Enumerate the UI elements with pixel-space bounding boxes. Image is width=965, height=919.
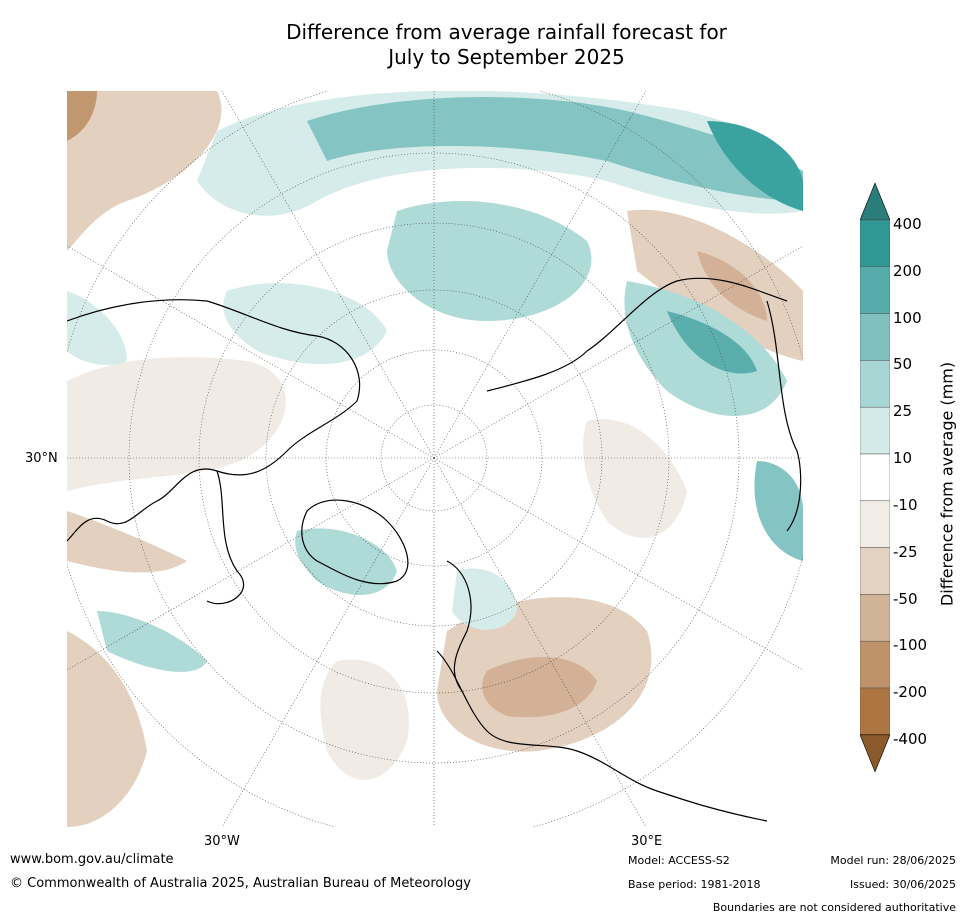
colorbar-segment (860, 453, 890, 502)
footer-copyright: © Commonwealth of Australia 2025, Austra… (10, 876, 471, 891)
dry-region-pacific (67, 357, 286, 491)
wet-region-siberia-core (667, 311, 757, 374)
wet-region-arctic-atlantic (387, 201, 592, 321)
dry-region-russia (583, 419, 687, 538)
colorbar-tick-neg25: -25 (893, 543, 918, 561)
title-line-1: Difference from average rainfall forecas… (286, 20, 727, 44)
footer-disclaimer: Boundaries are not considered authoritat… (712, 901, 956, 914)
wet-region-alaska (67, 291, 127, 366)
wet-region-greenland (295, 528, 397, 595)
colorbar-tick-400: 400 (893, 215, 922, 233)
colorbar-segment (860, 594, 890, 642)
colorbar-axis-label: Difference from average (mm) (937, 361, 957, 607)
colorbar-tick-50: 50 (893, 355, 913, 373)
colorbar (860, 182, 890, 773)
coastline-scandinavia (446, 560, 472, 692)
footer-model-run: Model run: 28/06/2025 (830, 854, 956, 867)
dry-region-pacific-2 (67, 511, 187, 573)
colorbar-segment (860, 640, 890, 689)
footer-issued: Issued: 30/06/2025 (849, 878, 956, 891)
wet-anomaly-regions (67, 91, 803, 672)
footer-url[interactable]: www.bom.gov.au/climate (10, 852, 174, 867)
coastline-hudson-bay (206, 470, 245, 605)
dry-region-nw-core (67, 91, 97, 141)
dry-region-asia-core (697, 251, 767, 321)
dry-region-nw-corner (67, 91, 222, 251)
coastline-europe (436, 650, 768, 822)
meridian-30e (433, 457, 647, 827)
colorbar-segment (860, 313, 890, 361)
longitude-gridlines (67, 91, 803, 827)
dry-region-atlantic (320, 659, 409, 780)
wet-region-east-asia (754, 461, 803, 561)
colorbar-segment (860, 406, 890, 455)
dry-region-europe-core (482, 657, 597, 718)
title-line-2: July to September 2025 (388, 45, 625, 69)
dry-anomaly-regions (67, 91, 803, 827)
coastlines (67, 277, 802, 822)
map-svg (67, 91, 803, 827)
coastline-greenland (301, 499, 409, 585)
colorbar-tick-100: 100 (893, 309, 922, 327)
colorbar-segment (860, 360, 890, 408)
wet-region-pacific (97, 611, 207, 672)
wet-region-scandinavia (452, 568, 517, 630)
dry-region-sw (67, 631, 147, 827)
wet-region-north-belt-2 (307, 97, 803, 201)
colorbar-tick-neg10: -10 (893, 496, 918, 514)
lat-label-30n: 30°N (25, 451, 58, 466)
colorbar-tick-200: 200 (893, 262, 922, 280)
colorbar-segment (860, 266, 890, 314)
colorbar-segment (860, 687, 890, 736)
coastline-east-asia (766, 300, 802, 532)
colorbar-segment (860, 219, 890, 268)
colorbar-tick-neg400: -400 (893, 730, 928, 748)
lat-circle-40 (128, 152, 740, 764)
colorbar-tick-neg100: -100 (893, 636, 928, 654)
lon-label-30w: 30°W (204, 834, 240, 849)
colorbar-extend-top (860, 182, 890, 221)
footer-model: Model: ACCESS-S2 (628, 854, 730, 867)
lat-circle-80 (380, 404, 488, 512)
footer-base-period: Base period: 1981-2018 (628, 878, 761, 891)
colorbar-tick-neg200: -200 (893, 683, 928, 701)
colorbar-extend-bottom (860, 734, 890, 773)
meridian-120e (433, 245, 803, 459)
colorbar-tick-10: 10 (893, 449, 913, 467)
colorbar-tick-25: 25 (893, 402, 913, 420)
colorbar-segment (860, 500, 890, 548)
meridian-30w (221, 457, 435, 827)
colorbar-tick-neg50: -50 (893, 590, 918, 608)
coastline-north-america (67, 299, 361, 542)
wet-region-northeast-core (707, 121, 803, 211)
colorbar-segment (860, 547, 890, 595)
lon-label-30e: 30°E (631, 834, 663, 849)
meridian-60e (433, 457, 803, 671)
wet-region-canada-arctic (223, 283, 387, 365)
coastline-russia-arctic (486, 277, 788, 392)
chart-title: Difference from average rainfall forecas… (0, 20, 965, 70)
rainfall-map (67, 91, 803, 827)
